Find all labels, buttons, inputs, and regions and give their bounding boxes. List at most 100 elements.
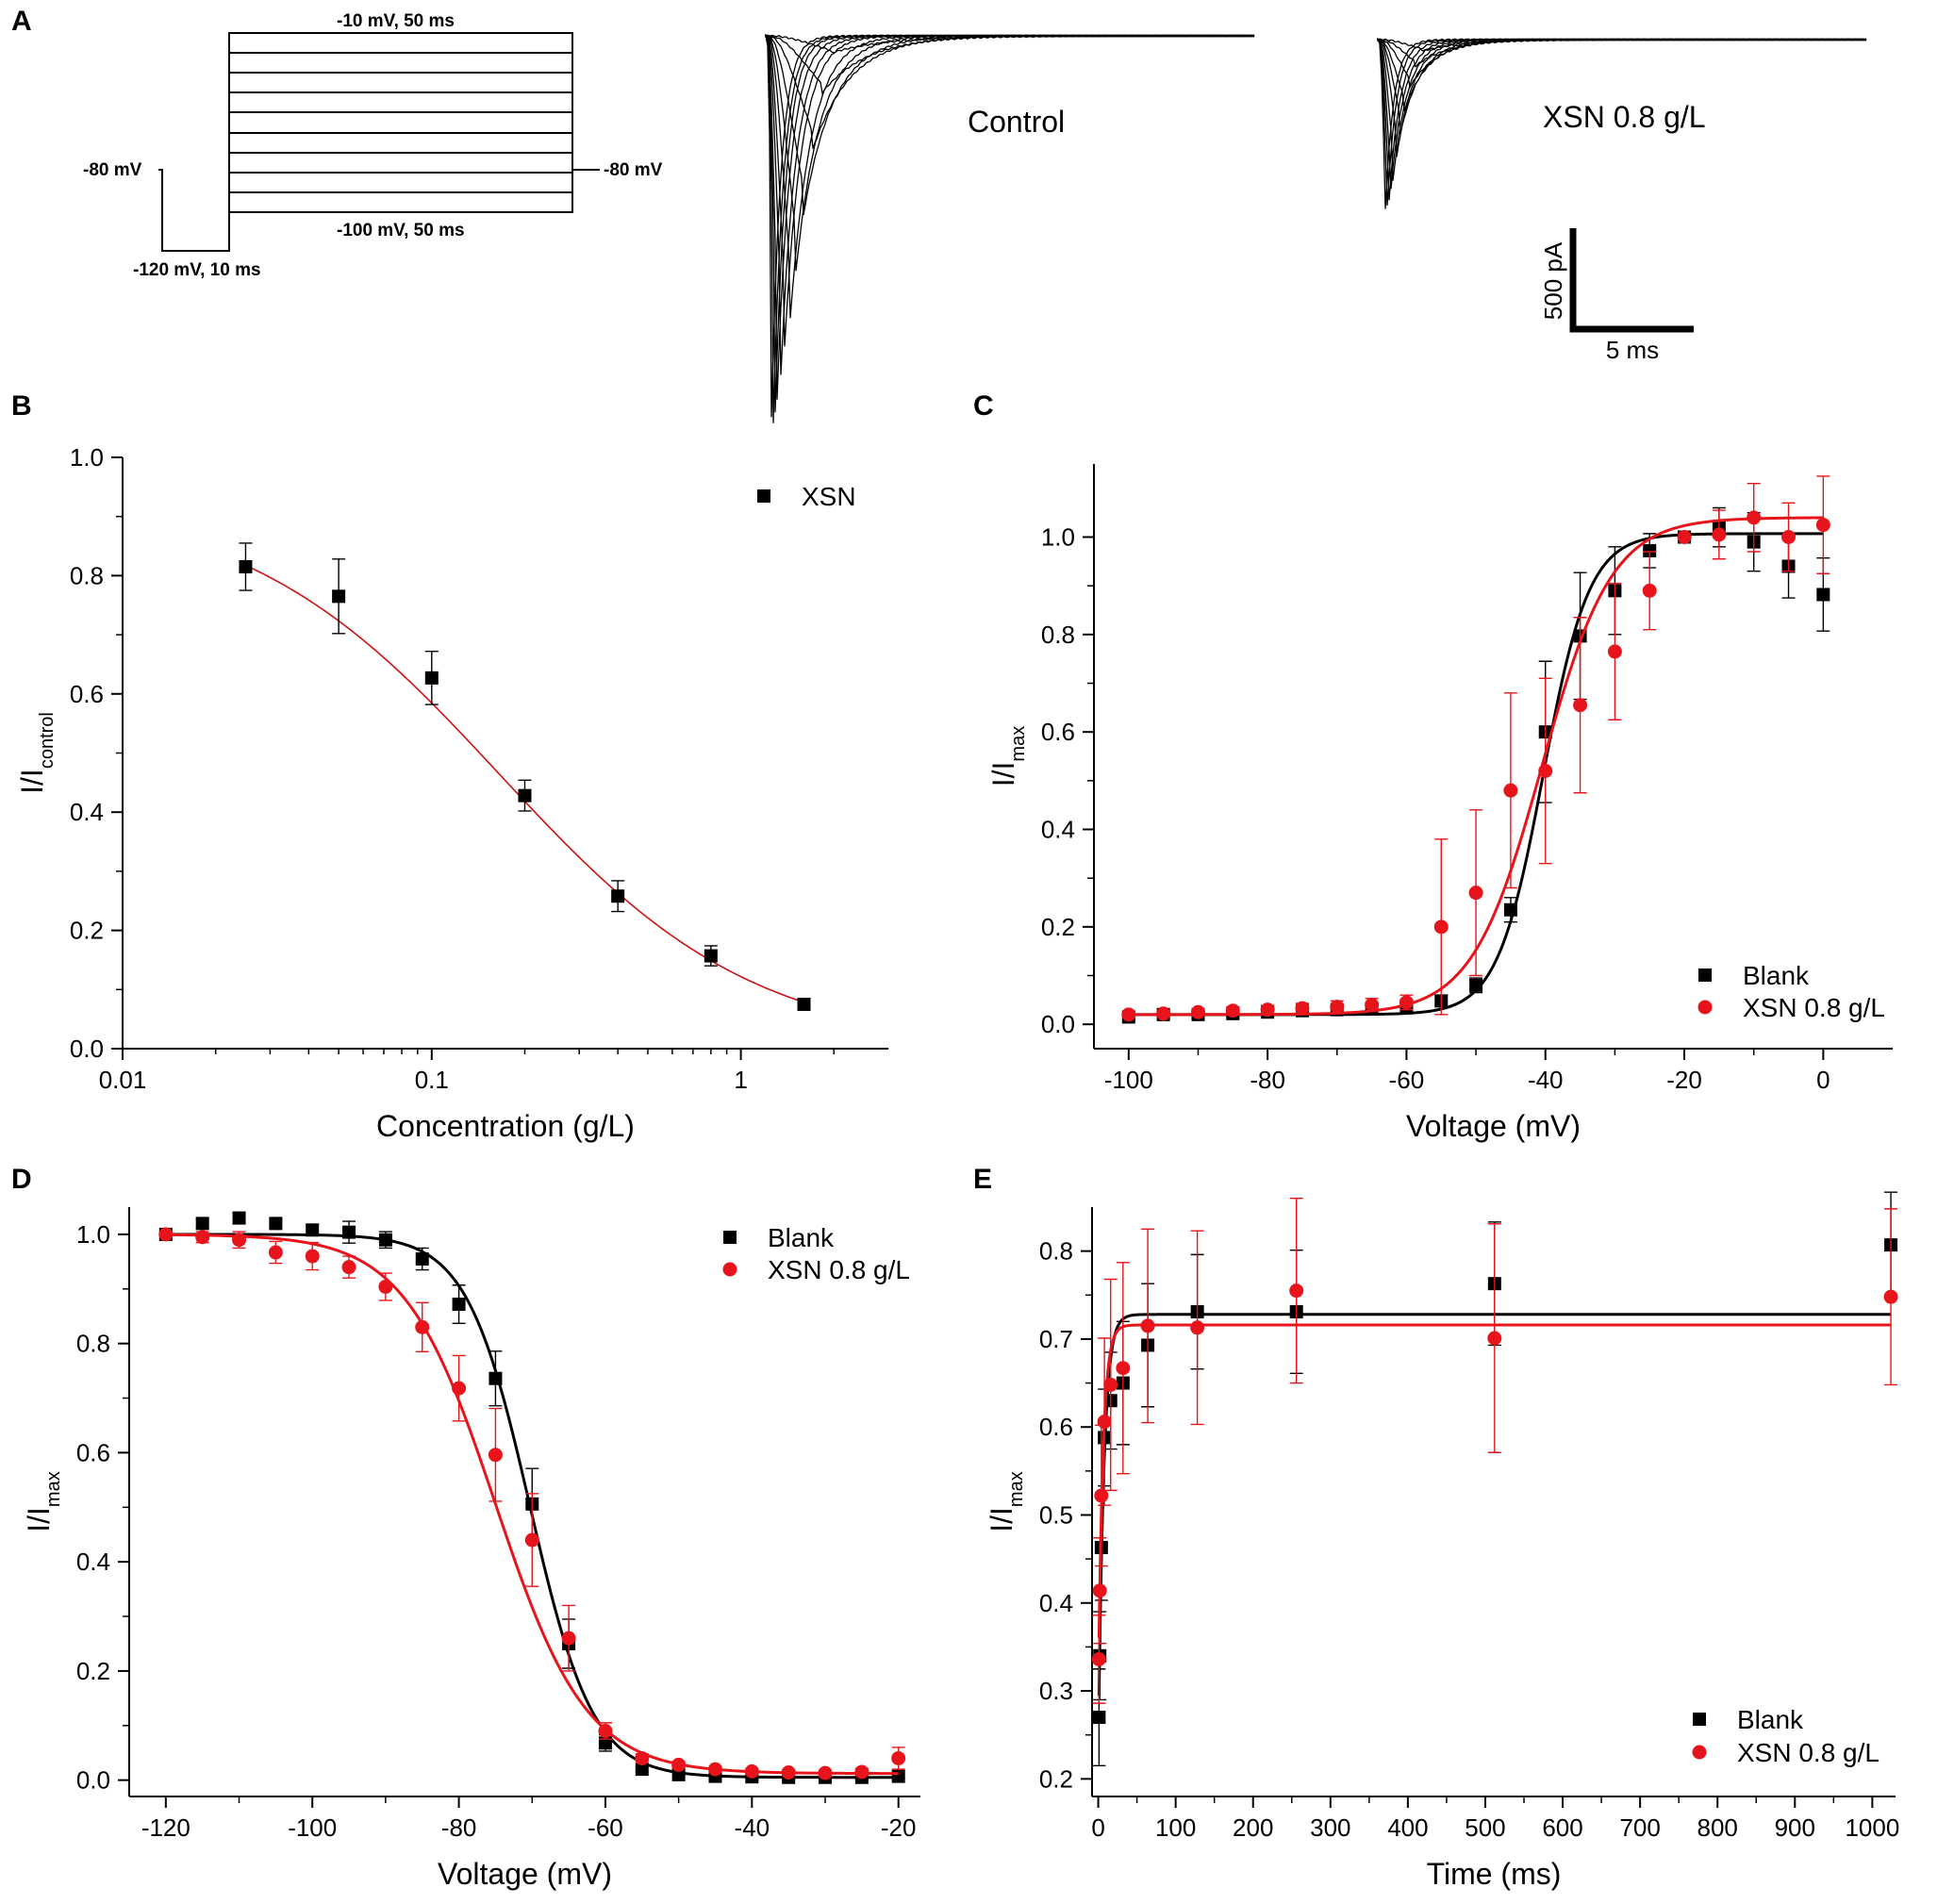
data-point [1097,1415,1112,1430]
data-point [378,1279,393,1294]
data-point [1140,1318,1155,1333]
data-point [306,1223,320,1237]
data-point [1433,919,1449,935]
legend-label: XSN 0.8 g/L [768,1255,910,1284]
data-point [452,1381,467,1396]
control-current-traces [765,33,1255,423]
y-tick-label: 0.7 [1039,1325,1073,1353]
control-current-trace [765,34,1255,400]
data-point [1643,543,1657,557]
panel-e-letter: E [973,1164,992,1195]
x-tick-label: 1000 [1845,1813,1899,1842]
x-tick-label: 600 [1542,1813,1582,1842]
data-point [1091,1651,1106,1666]
data-point [635,1750,650,1765]
data-point [415,1251,429,1266]
data-point [1103,1377,1118,1392]
protocol-hold-right-label: -80 mV [604,160,663,180]
x-tick-label: 200 [1233,1813,1273,1842]
panel-b-letter: B [11,390,32,422]
data-point [1747,510,1762,525]
data-point [598,1724,613,1739]
data-point [1607,644,1622,659]
y-tick-label: 1.0 [1041,523,1075,552]
legend-marker [757,489,770,503]
data-point [195,1230,210,1245]
y-tick-label: 0.6 [76,1438,110,1466]
panel-b-x-axis-label: Concentration (g/L) [376,1109,635,1143]
legend-marker [1697,1000,1713,1015]
xsn-current-trace [1377,38,1867,52]
legend-marker [1692,1745,1707,1760]
legend-label: XSN 0.8 g/L [1743,993,1885,1022]
panel-a-letter: A [11,6,32,37]
panel-c-y-axis-label: I/Imax [986,726,1029,786]
panel-d-x-axis-label: Voltage (mV) [438,1857,612,1891]
voltage-protocol [158,32,600,252]
panel-d-y-axis-label: I/Imax [22,1471,64,1531]
y-tick-label: 1.0 [76,1220,110,1249]
panel-d-chart: D -120 -100 -80 -60 -40 -20 0.0 0.2 0.4 0.6 0.8 1.0 V… [11,1164,920,1891]
panel-c-letter: C [973,390,994,422]
y-tick-label: 0.0 [1041,1010,1075,1038]
data-point [611,889,625,903]
fit-curve [165,1233,899,1776]
data-point [1225,1003,1240,1018]
control-current-trace [765,34,1255,375]
data-point [158,1227,174,1242]
legend-marker [722,1262,737,1277]
panel-b-y-axis-label: I/Icontrol [15,712,58,794]
control-current-trace [765,34,1255,54]
panel-c-x-axis-label: Voltage (mV) [1406,1109,1581,1143]
data-point [332,589,346,604]
data-point [1503,783,1518,798]
panel-e-chart: E 0 100 200 300 400 500 600 700 800 900 1000 0.2 0.3 0… [973,1164,1899,1891]
x-tick-label: -100 [1104,1066,1153,1094]
scale-bar-time-label: 5 ms [1606,336,1659,364]
data-point [1260,1002,1275,1018]
data-point [1712,527,1727,542]
panel-e-x-axis-label: Time (ms) [1427,1857,1562,1891]
data-point [1190,1004,1205,1019]
x-tick-label: 0.1 [415,1066,449,1094]
data-point [1330,1000,1345,1015]
x-tick-label: -60 [588,1813,623,1842]
y-tick-label: 0.6 [70,680,104,708]
y-tick-label: 0.4 [76,1548,110,1576]
legend-marker [1693,1713,1706,1726]
data-point [781,1765,796,1780]
y-tick-label: 0.3 [1039,1677,1073,1705]
xsn-current-trace [1377,38,1867,68]
data-point [671,1767,686,1781]
data-point [341,1260,356,1275]
y-tick-label: 0.8 [1039,1237,1073,1266]
legend-label: XSN 0.8 g/L [1737,1738,1879,1767]
x-tick-label: 0.01 [99,1066,147,1094]
protocol-step-box [228,32,573,213]
xsn-current-trace [1377,38,1867,157]
data-point [1815,518,1830,533]
x-tick-label: 900 [1775,1813,1815,1842]
data-point [1503,902,1517,917]
data-point [891,1750,906,1765]
x-tick-label: -80 [441,1813,477,1842]
data-point [1190,1320,1205,1335]
control-current-trace [765,34,1255,272]
protocol-step-bottom-label: -100 mV, 50 ms [337,221,465,240]
y-tick-label: 0.2 [70,917,104,945]
data-point [707,1762,722,1777]
data-point [1116,1361,1131,1376]
data-point [744,1763,759,1779]
data-point [1295,1001,1310,1016]
y-tick-label: 0.4 [1041,816,1075,844]
y-tick-label: 0.2 [1039,1764,1073,1793]
data-point [1487,1331,1502,1346]
legend-label: Blank [1743,961,1810,990]
y-tick-label: 0.8 [1041,621,1075,649]
scale-bar-current-label: 500 pA [1539,241,1567,320]
x-tick-label: -20 [881,1813,917,1842]
x-tick-label: -40 [735,1813,770,1842]
x-tick-label: 500 [1465,1813,1505,1842]
x-tick-label: -80 [1250,1066,1285,1094]
